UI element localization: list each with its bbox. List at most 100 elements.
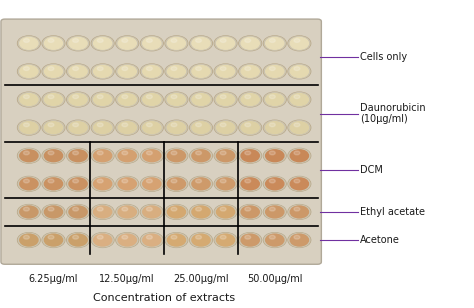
Circle shape <box>294 179 300 183</box>
Circle shape <box>245 179 251 183</box>
Circle shape <box>67 233 90 247</box>
Circle shape <box>117 93 138 106</box>
Circle shape <box>288 92 310 107</box>
Circle shape <box>215 177 236 191</box>
Circle shape <box>118 234 137 246</box>
FancyBboxPatch shape <box>1 19 321 264</box>
Circle shape <box>67 121 89 135</box>
Circle shape <box>67 233 89 247</box>
Circle shape <box>192 206 210 218</box>
Circle shape <box>18 64 40 79</box>
Circle shape <box>146 123 152 127</box>
Circle shape <box>214 205 237 219</box>
Circle shape <box>192 122 210 134</box>
Circle shape <box>73 38 79 43</box>
Circle shape <box>245 207 251 211</box>
Circle shape <box>97 123 103 127</box>
Circle shape <box>122 67 128 71</box>
Text: Acetone: Acetone <box>360 235 400 245</box>
Circle shape <box>143 66 161 77</box>
Circle shape <box>215 149 236 163</box>
Circle shape <box>18 148 40 163</box>
Circle shape <box>196 123 201 127</box>
Circle shape <box>239 205 262 219</box>
Text: DCM: DCM <box>360 165 383 175</box>
Circle shape <box>192 150 210 162</box>
Circle shape <box>191 233 211 247</box>
Circle shape <box>269 38 275 43</box>
Circle shape <box>190 148 212 163</box>
Circle shape <box>214 36 237 51</box>
Circle shape <box>146 95 152 99</box>
Circle shape <box>190 176 212 191</box>
Circle shape <box>48 179 54 183</box>
Circle shape <box>215 233 236 247</box>
Circle shape <box>91 120 114 135</box>
Circle shape <box>18 121 39 135</box>
Circle shape <box>290 150 309 162</box>
Circle shape <box>42 233 65 247</box>
Circle shape <box>117 205 138 219</box>
Circle shape <box>245 67 251 71</box>
Circle shape <box>92 121 113 135</box>
Circle shape <box>214 120 237 135</box>
Circle shape <box>97 207 103 211</box>
Circle shape <box>264 92 286 107</box>
Circle shape <box>289 177 310 191</box>
Circle shape <box>24 67 29 71</box>
Circle shape <box>191 65 211 78</box>
Circle shape <box>122 179 128 183</box>
Circle shape <box>264 64 286 79</box>
Circle shape <box>73 179 79 183</box>
Circle shape <box>264 120 286 135</box>
Circle shape <box>171 207 177 211</box>
Circle shape <box>265 234 284 246</box>
Circle shape <box>43 65 64 78</box>
Circle shape <box>196 235 201 239</box>
Circle shape <box>117 149 138 163</box>
Circle shape <box>241 66 259 77</box>
Circle shape <box>92 233 113 247</box>
Circle shape <box>241 122 259 134</box>
Circle shape <box>122 95 128 99</box>
Circle shape <box>42 176 65 191</box>
Circle shape <box>196 67 201 71</box>
Circle shape <box>245 235 251 239</box>
Circle shape <box>264 36 285 50</box>
Circle shape <box>118 94 137 105</box>
Circle shape <box>73 95 79 99</box>
Circle shape <box>140 64 163 79</box>
Circle shape <box>24 207 29 211</box>
Circle shape <box>166 149 187 163</box>
Circle shape <box>288 148 310 163</box>
Circle shape <box>67 177 89 191</box>
Circle shape <box>217 122 235 134</box>
Text: Concentration of extracts: Concentration of extracts <box>93 293 235 302</box>
Circle shape <box>239 36 262 51</box>
Circle shape <box>214 64 237 79</box>
Circle shape <box>116 36 138 51</box>
Circle shape <box>67 64 90 79</box>
Circle shape <box>93 94 112 105</box>
Circle shape <box>117 121 138 135</box>
Circle shape <box>220 179 226 183</box>
Circle shape <box>91 205 114 219</box>
Circle shape <box>288 205 310 219</box>
Circle shape <box>269 151 275 155</box>
Circle shape <box>190 36 212 51</box>
Circle shape <box>45 178 63 190</box>
Circle shape <box>18 65 39 78</box>
Circle shape <box>167 37 185 49</box>
Circle shape <box>45 122 63 134</box>
Circle shape <box>191 121 211 135</box>
Circle shape <box>165 120 188 135</box>
Circle shape <box>20 234 38 246</box>
Circle shape <box>265 206 284 218</box>
Circle shape <box>294 235 300 239</box>
Circle shape <box>217 94 235 105</box>
Circle shape <box>141 233 163 247</box>
Circle shape <box>245 95 251 99</box>
Text: 50.00μg/ml: 50.00μg/ml <box>247 274 302 284</box>
Circle shape <box>67 65 89 78</box>
Circle shape <box>171 38 177 43</box>
